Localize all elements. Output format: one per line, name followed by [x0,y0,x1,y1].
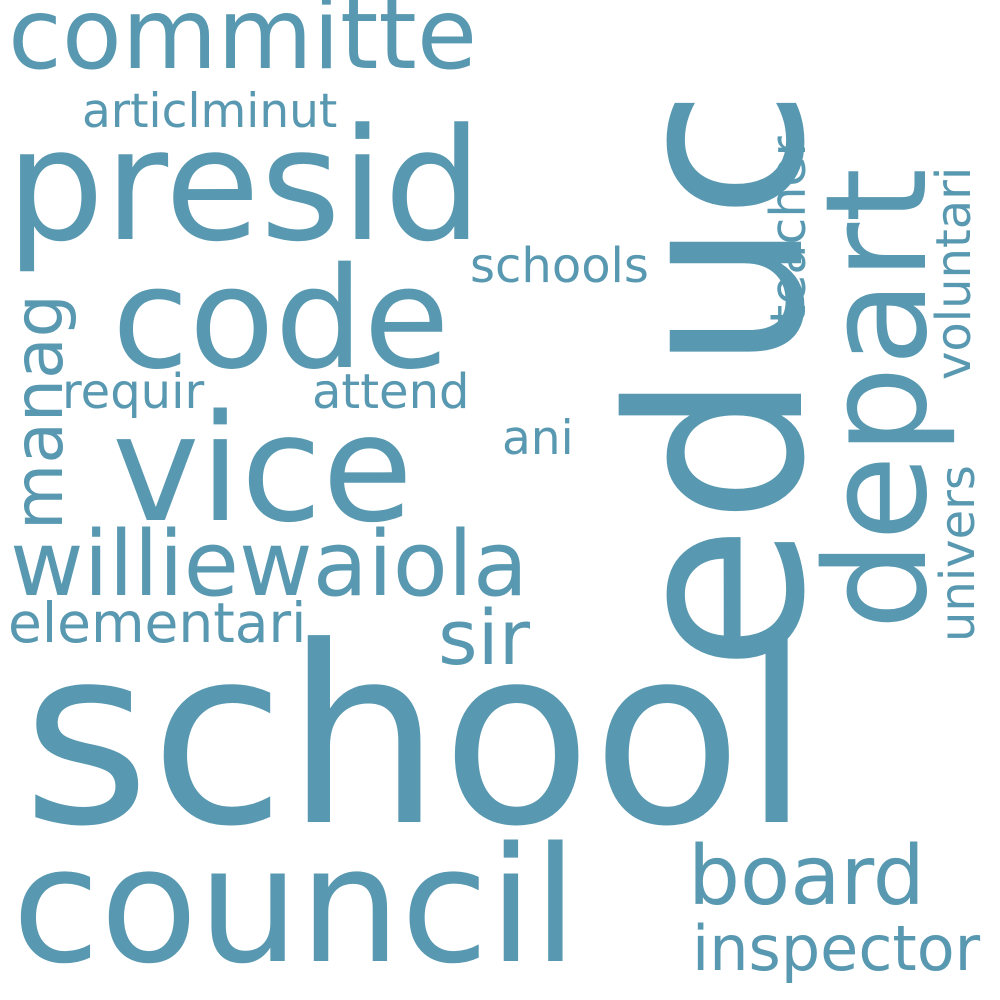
word-ani: ani [502,411,574,466]
word-presid: presid [6,95,483,276]
word-board: board [688,829,925,924]
word-teacher: teacher [760,136,817,324]
word-attend: attend [312,364,470,420]
word-articlminut: articlminut [82,84,338,139]
word-council: council [12,812,578,999]
word-inspector: inspector [692,912,981,985]
word-elementari: elementari [8,591,307,655]
word-committe: committe [8,0,478,92]
word-voluntari: voluntari [926,166,982,380]
word-univers: univers [930,465,986,642]
word-williewaiola: williewaiola [10,512,528,617]
word-requir: requir [62,364,205,420]
word-school: school [22,595,811,881]
word-schools: schools [470,238,649,294]
word-vice: vice [112,383,414,555]
word-sir: sir [438,593,530,682]
word-code: code [112,238,450,401]
